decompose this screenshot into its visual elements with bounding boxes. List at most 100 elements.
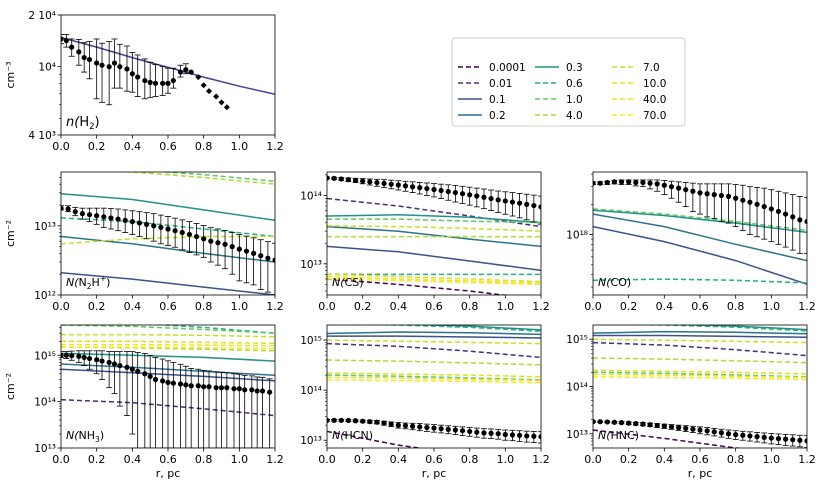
data-point xyxy=(117,362,123,369)
x-tick-label: 0.0 xyxy=(584,300,602,313)
data-point xyxy=(761,203,767,210)
x-axis-label: r, pc xyxy=(422,467,447,480)
data-point xyxy=(381,180,387,186)
x-tick-label: 1.0 xyxy=(763,300,781,313)
plot-area xyxy=(61,34,275,111)
data-point xyxy=(654,422,660,429)
data-point xyxy=(683,425,689,431)
data-point xyxy=(101,214,107,220)
data-point xyxy=(170,77,176,84)
data-point xyxy=(122,217,128,223)
data-point xyxy=(445,188,451,195)
x-tick-label: 1.2 xyxy=(532,300,550,313)
data-point xyxy=(251,250,257,256)
x-tick-label: 0.0 xyxy=(318,453,336,466)
data-point xyxy=(683,187,689,193)
panel-label-part: N( xyxy=(332,276,345,289)
data-point xyxy=(690,426,696,432)
data-point xyxy=(452,189,458,196)
x-tick-label: 0.0 xyxy=(584,453,602,466)
series-line-t0.0001 xyxy=(327,278,510,295)
data-point xyxy=(626,179,632,185)
data-point xyxy=(502,431,508,438)
data-point xyxy=(804,438,807,444)
data-point xyxy=(467,428,473,435)
data-point xyxy=(538,434,541,440)
data-point xyxy=(86,56,93,63)
data-point xyxy=(661,182,667,188)
data-point xyxy=(633,421,639,427)
y-tick-label: 10¹⁵ xyxy=(566,334,588,346)
data-point xyxy=(81,54,87,61)
data-point xyxy=(517,432,523,438)
data-point xyxy=(129,71,135,77)
y-tick-label: 10¹⁴ xyxy=(34,397,56,409)
data-point xyxy=(338,176,344,182)
data-point xyxy=(61,36,64,42)
data-point xyxy=(424,424,430,431)
series-line-t1.0 xyxy=(593,371,807,378)
data-point xyxy=(424,185,430,192)
series-line-t0.1 xyxy=(593,334,807,339)
y-tick-label: 4 10³ xyxy=(28,130,56,142)
data-point xyxy=(611,419,618,425)
data-point xyxy=(327,417,330,423)
panel-label-part: CS xyxy=(345,276,360,289)
data-point xyxy=(402,423,409,429)
plot-area xyxy=(61,325,275,448)
data-point xyxy=(495,431,501,437)
data-point xyxy=(106,64,112,70)
series-line-t0.6 xyxy=(153,325,275,334)
data-point xyxy=(360,418,366,424)
legend-label: 0.1 xyxy=(489,94,506,106)
data-point xyxy=(604,179,610,186)
y-tick-label: 10¹⁴ xyxy=(566,382,588,394)
data-point xyxy=(61,352,64,358)
panel-HNC: 0.0 0.2 0.4 0.6 0.8 1.0 1.2 10¹³ 10¹⁴ 10¹⁵ N(HNC) xyxy=(566,324,816,466)
data-point xyxy=(193,233,200,240)
data-point xyxy=(86,355,93,362)
data-point xyxy=(243,248,250,254)
panel-label-part: 2 xyxy=(87,282,92,291)
data-point xyxy=(733,432,739,438)
legend-label: 1.0 xyxy=(566,94,583,106)
data-point xyxy=(597,419,603,425)
panel-label-part: N( xyxy=(66,429,79,442)
x-tick-label: 1.0 xyxy=(497,300,515,313)
data-point xyxy=(188,383,194,389)
y-tick-label: 10¹³ xyxy=(566,429,588,441)
data-point xyxy=(417,424,423,430)
x-tick-label: 1.2 xyxy=(798,300,816,313)
data-point xyxy=(224,385,230,391)
data-point xyxy=(327,175,330,181)
series-line-t1.0 xyxy=(327,218,541,224)
data-point xyxy=(459,428,466,434)
data-point xyxy=(236,386,242,392)
data-point xyxy=(208,238,214,244)
series-line-t10.0 xyxy=(593,369,807,375)
panel-label-part: n( xyxy=(66,115,80,130)
data-point xyxy=(374,179,380,186)
data-point xyxy=(517,200,523,206)
series-line-t1.0 xyxy=(327,374,541,381)
plot-area xyxy=(593,179,807,285)
data-point xyxy=(474,429,480,435)
data-point xyxy=(410,184,416,190)
data-point xyxy=(754,201,760,207)
data-point xyxy=(213,385,219,391)
y-tick-label: 10¹⁵ xyxy=(300,335,322,347)
x-tick-label: 0.0 xyxy=(52,453,70,466)
series-line-t0.3 xyxy=(409,325,541,331)
data-point xyxy=(201,236,207,242)
series-line-t70.0 xyxy=(327,379,541,384)
data-point xyxy=(690,188,696,194)
y-tick-label: 10¹³ xyxy=(34,443,56,455)
x-tick-label: 0.4 xyxy=(656,300,674,313)
data-point xyxy=(151,223,157,229)
x-axis-label: r, pc xyxy=(156,467,181,480)
data-point xyxy=(395,182,401,188)
data-point xyxy=(99,358,105,364)
series-line-t40.0 xyxy=(327,376,541,382)
plot-area xyxy=(327,325,541,448)
x-tick-label: 1.2 xyxy=(532,453,550,466)
